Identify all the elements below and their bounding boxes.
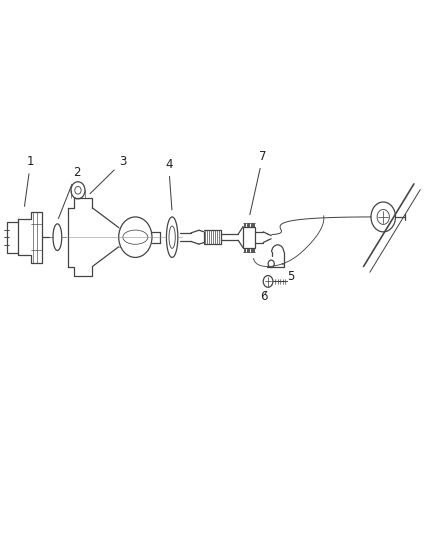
Text: 7: 7: [250, 150, 267, 215]
Text: 6: 6: [260, 290, 268, 303]
Bar: [243, 227, 255, 248]
Text: 2: 2: [58, 166, 81, 219]
Text: 1: 1: [25, 155, 35, 206]
Text: 5: 5: [282, 263, 295, 283]
Text: 4: 4: [165, 158, 173, 210]
Text: 3: 3: [90, 155, 126, 193]
